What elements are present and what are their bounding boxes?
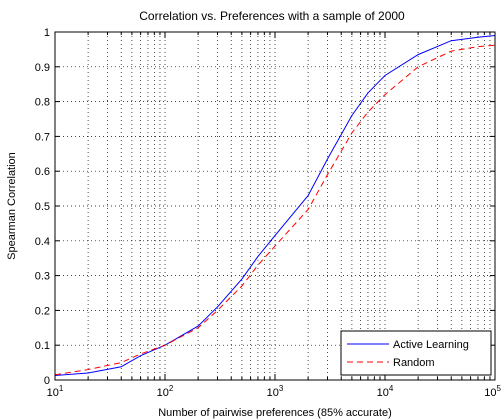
y-tick-label: 0 xyxy=(44,375,50,387)
y-tick-label: 0.3 xyxy=(35,271,50,283)
axis-ticks xyxy=(55,31,495,381)
y-tick-labels: 0 0.1 0.2 0.3 0.4 0.5 0.6 0.7 0.8 0.9 1 xyxy=(35,27,50,387)
y-tick-label: 0.5 xyxy=(35,201,50,213)
legend-label-random: Random xyxy=(393,357,435,369)
y-tick-label: 0.1 xyxy=(35,340,50,352)
y-tick-label: 0.2 xyxy=(35,305,50,317)
x-tick-label: 102 xyxy=(157,384,174,399)
legend-box xyxy=(340,330,492,376)
y-tick-label: 0.8 xyxy=(35,97,50,109)
legend-label-active-learning: Active Learning xyxy=(393,339,469,351)
x-axis-label: Number of pairwise preferences (85% accu… xyxy=(158,407,392,419)
y-tick-label: 0.6 xyxy=(35,166,50,178)
y-tick-label: 0.4 xyxy=(35,236,50,248)
x-tick-label: 101 xyxy=(47,384,64,399)
chart-title: Correlation vs. Preferences with a sampl… xyxy=(139,9,405,23)
x-tick-label: 104 xyxy=(377,384,394,399)
x-tick-label: 103 xyxy=(267,384,284,399)
legend: Active Learning Random xyxy=(340,330,492,376)
series-line-active-learning xyxy=(54,34,496,376)
y-tick-label: 1 xyxy=(44,27,50,39)
grid-lines xyxy=(55,32,495,380)
y-tick-label: 0.9 xyxy=(35,62,50,74)
y-axis-label: Spearman Correlation xyxy=(6,152,18,260)
series-lines xyxy=(54,34,496,376)
y-tick-label: 0.7 xyxy=(35,131,50,143)
x-tick-labels: 101 102 103 104 105 xyxy=(47,384,501,399)
x-tick-label: 105 xyxy=(484,384,501,399)
series-line-random xyxy=(54,44,496,376)
